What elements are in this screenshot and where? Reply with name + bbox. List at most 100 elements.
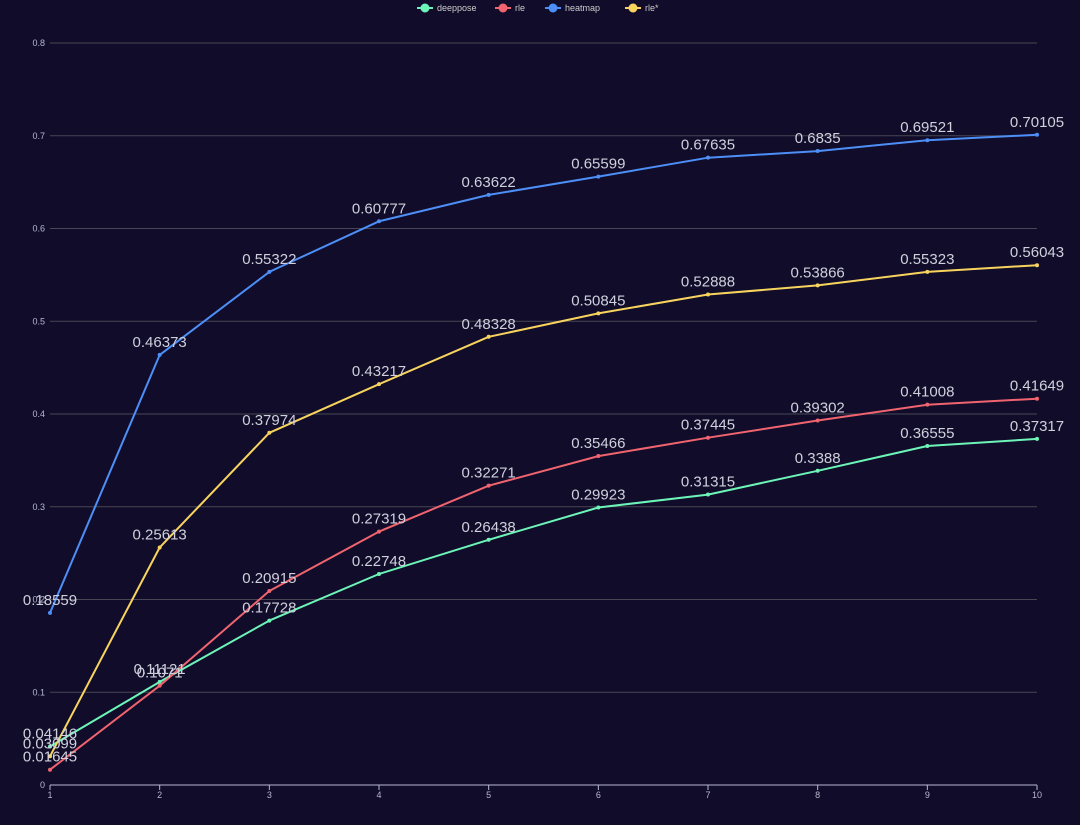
data-label-rle: 0.37445: [681, 417, 735, 434]
data-label-rle: 0.55323: [900, 251, 954, 268]
data-point-rle[interactable]: [48, 767, 52, 772]
y-tick-label: 0.2: [32, 595, 45, 605]
data-label-rle: 0.41008: [900, 384, 954, 401]
data-point-rle[interactable]: [157, 683, 162, 688]
data-label-deeppose: 0.31315: [681, 474, 735, 491]
data-label-rle: 0.03099: [23, 735, 77, 752]
y-tick-label: 0.7: [32, 131, 45, 141]
data-point-rle[interactable]: [377, 529, 381, 534]
data-point-rle[interactable]: [925, 402, 930, 407]
data-point-deeppose[interactable]: [267, 618, 272, 623]
grid-lines: [50, 42, 1037, 693]
y-tick-label: 0.3: [32, 502, 45, 512]
data-label-rle: 0.1071: [137, 665, 183, 682]
x-tick-label: 9: [925, 790, 930, 800]
data-point-deeppose[interactable]: [48, 744, 52, 749]
data-label-deeppose: 0.37317: [1010, 418, 1064, 435]
data-point-rle[interactable]: [706, 435, 710, 440]
data-label-rle: 0.52888: [681, 273, 735, 290]
data-point-rle[interactable]: [267, 589, 272, 594]
data-label-deeppose: 0.29923: [571, 486, 625, 503]
data-point-rle[interactable]: [48, 754, 52, 759]
x-tick-label: 7: [705, 790, 710, 800]
data-point-rle[interactable]: [1035, 263, 1039, 268]
data-point-heatmap[interactable]: [157, 352, 162, 357]
data-point-deeppose[interactable]: [596, 505, 601, 510]
data-point-rle[interactable]: [486, 334, 491, 339]
x-tick-label: 5: [486, 790, 491, 800]
data-point-heatmap[interactable]: [815, 149, 820, 154]
data-point-rle[interactable]: [377, 382, 381, 387]
data-label-rle: 0.48328: [462, 316, 516, 333]
data-point-heatmap[interactable]: [706, 155, 710, 160]
data-label-rle: 0.37974: [242, 412, 296, 429]
data-point-heatmap[interactable]: [486, 192, 491, 197]
legend-marker-icon: [420, 3, 430, 13]
data-point-rle[interactable]: [815, 283, 820, 288]
data-point-rle[interactable]: [1035, 396, 1039, 401]
x-tick-label: 2: [157, 790, 162, 800]
data-label-rle: 0.43217: [352, 363, 406, 380]
data-point-rle[interactable]: [596, 454, 601, 459]
legend-marker-icon: [628, 3, 638, 13]
y-tick-label: 0.1: [32, 687, 45, 697]
data-point-deeppose[interactable]: [377, 572, 381, 577]
data-point-heatmap[interactable]: [925, 138, 930, 143]
legend-label: heatmap: [565, 3, 600, 13]
data-label-rle: 0.27319: [352, 511, 406, 528]
data-label-deeppose: 0.11121: [134, 661, 186, 678]
series-line-heatmap: [49, 133, 1038, 614]
data-point-rle[interactable]: [815, 418, 820, 423]
data-point-heatmap[interactable]: [1035, 132, 1039, 137]
y-tick-label: 0: [40, 780, 45, 790]
data-label-heatmap: 0.46373: [133, 334, 187, 351]
data-point-rle[interactable]: [925, 269, 930, 274]
data-point-heatmap[interactable]: [267, 269, 272, 274]
legend-label: rle: [515, 3, 525, 13]
data-label-rle: 0.41649: [1010, 378, 1064, 395]
legend-label: rle*: [645, 3, 659, 13]
data-point-rle[interactable]: [486, 483, 491, 488]
data-label-heatmap: 0.18559: [23, 592, 77, 609]
x-tick-label: 4: [376, 790, 381, 800]
legend[interactable]: deeppose rle heatmap rle*: [417, 3, 659, 13]
data-label-heatmap: 0.69521: [900, 119, 954, 136]
data-point-rle[interactable]: [267, 430, 272, 435]
data-label-heatmap: 0.67635: [681, 137, 735, 154]
data-point-deeppose[interactable]: [1035, 436, 1039, 441]
x-tick-label: 10: [1032, 790, 1042, 800]
data-point-deeppose[interactable]: [486, 537, 491, 542]
data-point-heatmap[interactable]: [377, 219, 381, 224]
series-line-deeppose: [49, 437, 1038, 748]
data-point-rle[interactable]: [706, 292, 710, 297]
data-point-deeppose[interactable]: [925, 443, 930, 448]
legend-item-rle[interactable]: rle*: [625, 3, 659, 13]
data-label-rle: 0.32271: [462, 465, 516, 482]
data-label-deeppose: 0.22748: [352, 553, 406, 570]
data-point-deeppose[interactable]: [157, 679, 162, 684]
data-label-heatmap: 0.6835: [795, 130, 841, 147]
y-tick-label: 0.6: [32, 224, 45, 234]
data-point-deeppose[interactable]: [815, 468, 820, 473]
y-tick-label: 0.8: [32, 38, 45, 48]
data-label-heatmap: 0.63622: [462, 174, 516, 191]
data-label-heatmap: 0.70105: [1010, 114, 1064, 131]
data-point-rle[interactable]: [157, 545, 162, 550]
data-point-heatmap[interactable]: [48, 610, 52, 615]
data-label-deeppose: 0.26438: [462, 519, 516, 536]
data-point-deeppose[interactable]: [706, 492, 710, 497]
legend-item-heatmap[interactable]: heatmap: [545, 3, 600, 13]
series-line-rle: [49, 397, 1038, 771]
legend-item-rle[interactable]: rle: [495, 3, 525, 13]
y-tick-label: 0.4: [32, 409, 45, 419]
data-labels: 0.04146 0.11121 0.17728 0.22748 0.26438 0.299…: [23, 114, 1064, 766]
data-label-deeppose: 0.36555: [900, 425, 954, 442]
legend-item-deeppose[interactable]: deeppose: [417, 3, 477, 13]
data-label-rle: 0.50845: [571, 292, 625, 309]
axes: 0 0.1 0.2 0.3 0.4 0.5 0.6 0.7 0.8 1 2 3 4 5 6 7 8 9 10: [32, 38, 1042, 800]
data-point-heatmap[interactable]: [596, 174, 601, 179]
x-tick-label: 8: [815, 790, 820, 800]
data-point-rle[interactable]: [596, 311, 601, 316]
